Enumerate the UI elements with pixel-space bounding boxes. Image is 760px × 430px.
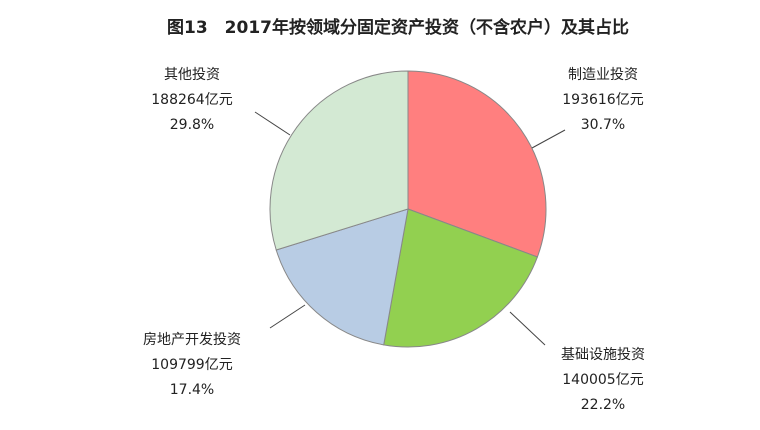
slice-name: 房地产开发投资 (143, 332, 241, 348)
slice-name: 其他投资 (164, 67, 220, 83)
percent-label: 17.4% (170, 382, 214, 398)
leader-line (509, 311, 546, 346)
percent-label: 30.7% (581, 117, 625, 133)
chart-title: 图13 2017年按领域分固定资产投资（不含农户）及其占比 (167, 17, 629, 38)
percent-label: 29.8% (170, 117, 214, 133)
value-label: 109799亿元 (151, 357, 232, 373)
value-label: 188264亿元 (151, 92, 232, 108)
pie-slice (269, 70, 409, 251)
pie-slice (275, 208, 409, 346)
percent-label: 22.2% (581, 397, 625, 413)
leader-line (269, 304, 306, 329)
pie-slice (407, 70, 547, 258)
slice-name: 制造业投资 (568, 67, 638, 83)
leader-line (531, 129, 566, 149)
leader-line (254, 111, 291, 136)
value-label: 193616亿元 (562, 92, 643, 108)
value-label: 140005亿元 (562, 372, 643, 388)
pie-slice (383, 208, 539, 348)
slice-name: 基础设施投资 (561, 346, 645, 363)
